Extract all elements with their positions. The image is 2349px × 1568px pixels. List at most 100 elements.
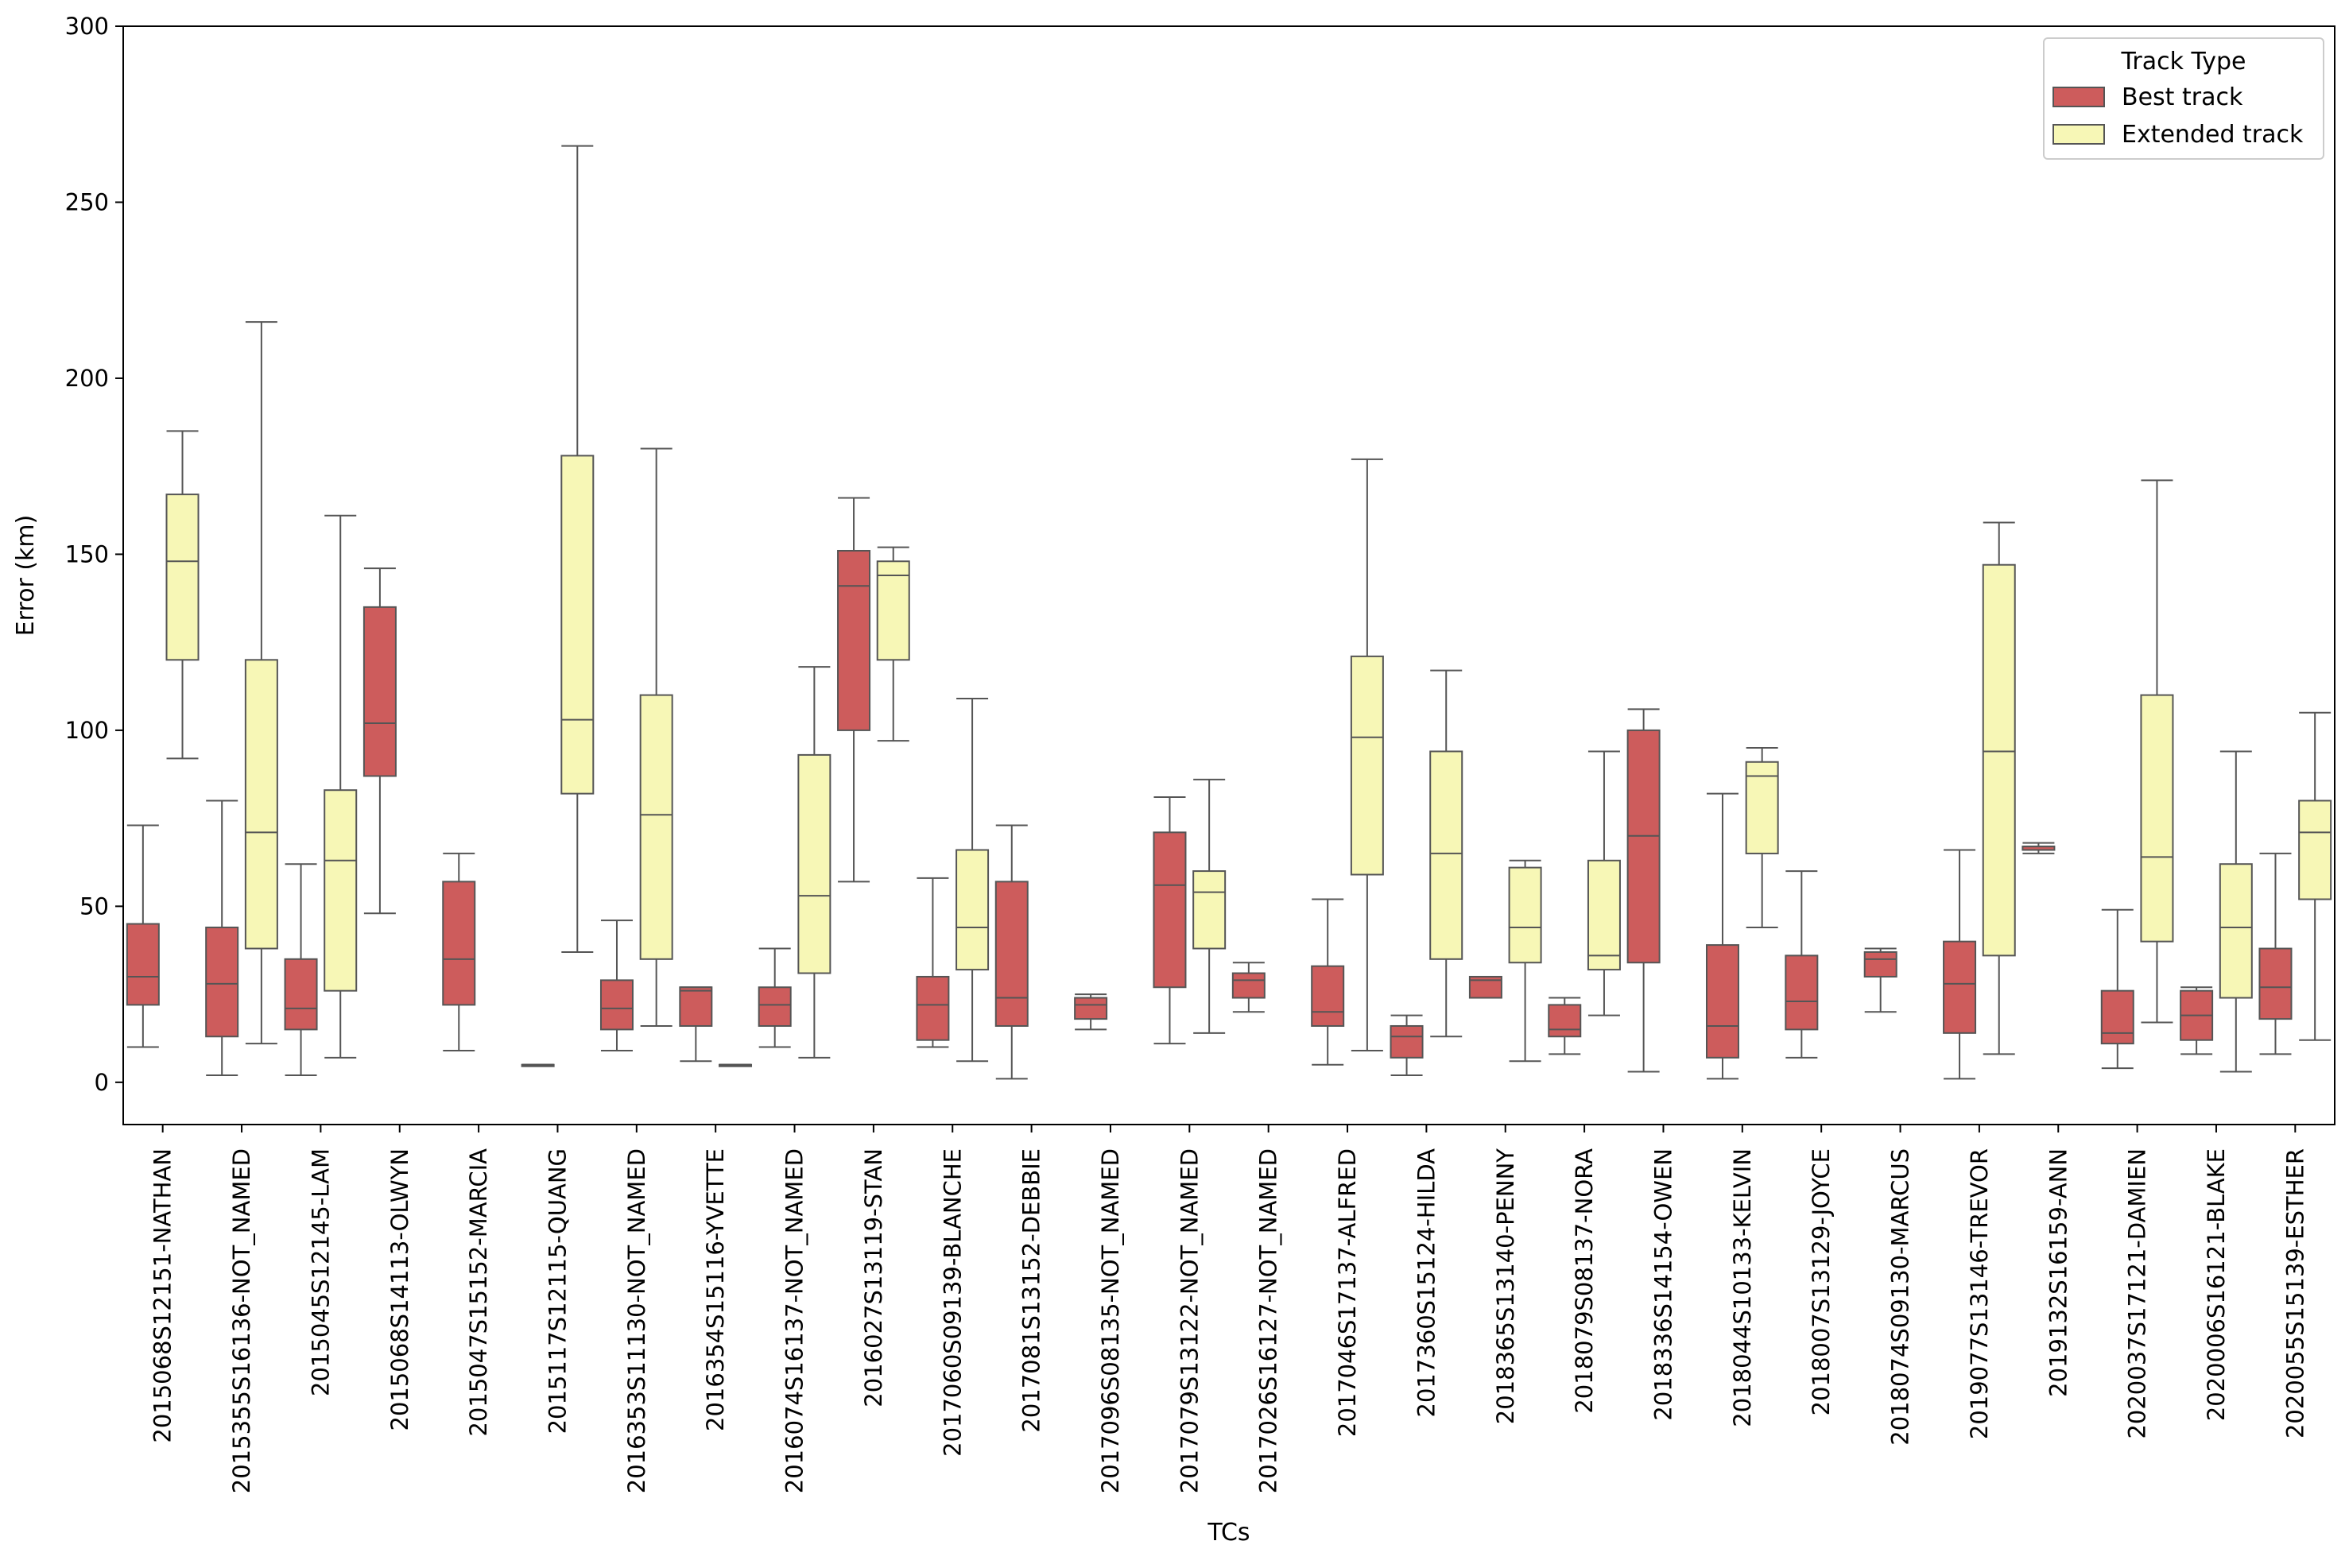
plot-frame bbox=[122, 25, 2335, 1125]
box-extended-track-23 bbox=[1982, 521, 2016, 1055]
box-extended-track-16 bbox=[1429, 669, 1463, 1038]
box-best-track-19 bbox=[1626, 708, 1661, 1073]
box-best-track-26 bbox=[2180, 986, 2214, 1055]
box-extended-track-2 bbox=[324, 514, 358, 1059]
legend-frame bbox=[2043, 37, 2324, 160]
box-best-track-13 bbox=[1153, 796, 1187, 1045]
x-tick-label-18: 2018079S08137-NORA bbox=[1571, 1148, 1598, 1414]
box-extended-track-1 bbox=[244, 321, 278, 1045]
y-tick-label-250: 250 bbox=[65, 188, 109, 215]
box-iqr bbox=[797, 753, 831, 974]
y-axis: 0 50 100 150 200 250 300 bbox=[65, 13, 123, 1096]
x-tick-label-13: 2017079S13122-NOT_NAMED bbox=[1176, 1148, 1203, 1493]
box-iqr bbox=[1350, 655, 1384, 876]
x-axis-title: TCs bbox=[1207, 1519, 1250, 1547]
box-best-track-5 bbox=[521, 1063, 555, 1067]
x-tick-label-25: 2020037S17121-DAMIEN bbox=[2124, 1148, 2151, 1439]
box-best-track-10 bbox=[916, 877, 950, 1048]
box-iqr bbox=[1192, 870, 1227, 950]
x-tick-label-19: 2018336S14154-OWEN bbox=[1649, 1148, 1676, 1421]
box-iqr bbox=[324, 789, 358, 992]
x-tick-label-10: 2017060S09139-BLANCHE bbox=[939, 1148, 966, 1457]
box-best-track-20 bbox=[1705, 792, 1739, 1080]
y-axis-title: Error (km) bbox=[12, 515, 40, 637]
legend: Track Type Best track Extended track bbox=[2043, 37, 2324, 160]
y-tick-label-100: 100 bbox=[65, 717, 109, 744]
box-best-track-9 bbox=[837, 497, 871, 883]
box-iqr bbox=[1785, 954, 1819, 1031]
box-best-track-1 bbox=[205, 799, 239, 1076]
box-extended-track-15 bbox=[1350, 458, 1384, 1051]
y-tick-label-300: 300 bbox=[65, 13, 109, 40]
box-extended-track-5 bbox=[560, 145, 595, 953]
box-iqr bbox=[758, 986, 792, 1027]
box-extended-track-20 bbox=[1745, 747, 1779, 928]
box-extended-track-10 bbox=[955, 698, 990, 1063]
box-iqr bbox=[1982, 563, 2016, 957]
box-extended-track-6 bbox=[639, 447, 673, 1027]
box-iqr bbox=[1074, 997, 1108, 1020]
box-iqr bbox=[916, 975, 950, 1041]
box-iqr bbox=[126, 923, 160, 1006]
x-tick-label-0: 2015068S12151-NATHAN bbox=[149, 1148, 176, 1443]
box-iqr bbox=[955, 849, 990, 971]
box-iqr bbox=[639, 694, 673, 960]
box-best-track-15 bbox=[1311, 898, 1345, 1066]
box-extended-track-18 bbox=[1587, 750, 1621, 1016]
box-iqr bbox=[679, 986, 713, 1027]
box-iqr bbox=[876, 560, 910, 661]
x-tick-label-1: 2015355S16136-NOT_NAMED bbox=[228, 1148, 255, 1493]
box-iqr bbox=[362, 606, 397, 777]
box-iqr bbox=[1943, 940, 1977, 1034]
x-tick-label-21: 2018007S13129-JOYCE bbox=[1808, 1148, 1835, 1415]
box-iqr bbox=[1587, 859, 1621, 971]
box-iqr bbox=[1626, 729, 1661, 964]
box-extended-track-26 bbox=[2219, 750, 2253, 1073]
box-best-track-24 bbox=[2021, 842, 2056, 854]
legend-swatch-extended-track bbox=[2052, 124, 2105, 145]
box-best-track-14 bbox=[1231, 962, 1266, 1013]
box-extended-track-9 bbox=[876, 546, 910, 742]
x-tick-label-27: 2020055S15139-ESTHER bbox=[2281, 1148, 2308, 1438]
x-tick-label-16: 2017360S15124-HILDA bbox=[1413, 1148, 1440, 1418]
box-best-track-17 bbox=[1468, 975, 1502, 999]
box-iqr bbox=[1231, 972, 1266, 999]
boxes-layer bbox=[126, 145, 2332, 1080]
x-tick-label-24: 2019132S16159-ANN bbox=[2045, 1148, 2072, 1397]
y-tick-label-50: 50 bbox=[79, 892, 109, 920]
x-tick-label-6: 2016353S11130-NOT_NAMED bbox=[623, 1148, 650, 1493]
box-iqr bbox=[994, 881, 1029, 1027]
box-best-track-11 bbox=[994, 824, 1029, 1080]
box-iqr bbox=[2258, 947, 2293, 1020]
x-tick-label-4: 2015047S15152-MARCIA bbox=[465, 1148, 492, 1437]
box-iqr bbox=[560, 455, 595, 795]
box-iqr bbox=[1705, 944, 1739, 1059]
x-axis: 2015068S12151-NATHAN 2015355S16136-NOT_NA… bbox=[149, 1125, 2308, 1493]
box-extended-track-7 bbox=[719, 1063, 753, 1067]
box-iqr bbox=[1390, 1024, 1424, 1059]
box-best-track-8 bbox=[758, 947, 792, 1048]
y-tick-label-150: 150 bbox=[65, 540, 109, 567]
x-tick-label-22: 2018074S09130-MARCUS bbox=[1887, 1148, 1914, 1446]
legend-title: Track Type bbox=[2121, 48, 2246, 75]
x-tick-label-2: 2015045S12145-LAM bbox=[307, 1148, 334, 1396]
box-extended-track-17 bbox=[1508, 859, 1542, 1063]
legend-label-extended-track: Extended track bbox=[2122, 121, 2304, 149]
box-iqr bbox=[1429, 750, 1463, 960]
box-best-track-22 bbox=[1863, 947, 1897, 1013]
x-tick-label-23: 2019077S13146-TREVOR bbox=[1966, 1148, 1993, 1439]
y-tick-label-200: 200 bbox=[65, 365, 109, 392]
x-tick-label-8: 2016074S16137-NOT_NAMED bbox=[781, 1148, 808, 1493]
box-extended-track-13 bbox=[1192, 778, 1227, 1034]
legend-label-best-track: Best track bbox=[2122, 83, 2243, 111]
x-tick-label-12: 2017096S08135-NOT_NAMED bbox=[1097, 1148, 1124, 1493]
box-iqr bbox=[244, 659, 278, 950]
box-best-track-0 bbox=[126, 824, 160, 1048]
box-iqr bbox=[1153, 831, 1187, 989]
box-best-track-4 bbox=[442, 852, 476, 1051]
box-best-track-12 bbox=[1074, 993, 1108, 1031]
x-tick-label-14: 2017026S16127-NOT_NAMED bbox=[1255, 1148, 1282, 1493]
box-iqr bbox=[284, 958, 318, 1031]
